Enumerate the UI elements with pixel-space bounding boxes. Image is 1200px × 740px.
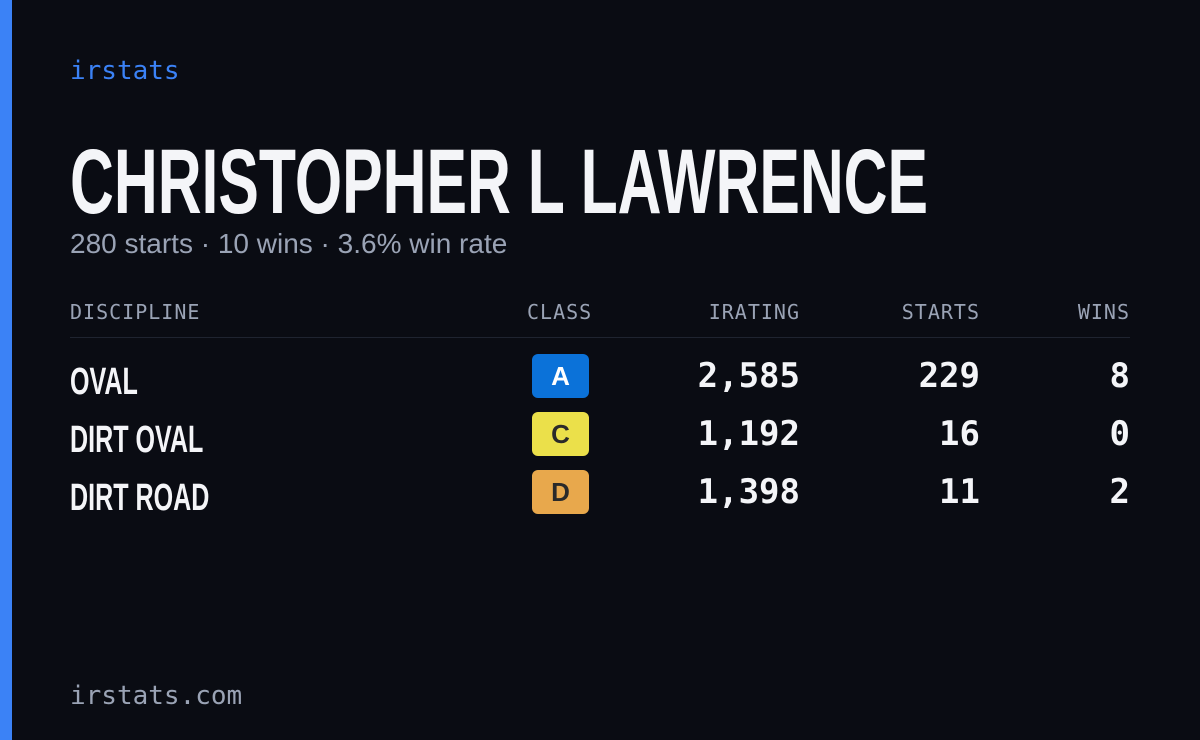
brand: irstats	[70, 56, 180, 86]
irating: 2,585	[697, 356, 800, 396]
wins: 8	[1109, 356, 1130, 396]
class-badge: D	[532, 470, 589, 514]
summary: 280 starts · 10 wins · 3.6% win rate	[70, 228, 508, 259]
irating: 1,398	[697, 472, 800, 512]
header: WINS	[1077, 300, 1130, 324]
discipline: DIRT ROAD	[70, 477, 210, 519]
header: DISCIPLINE	[70, 300, 201, 324]
class-badge: A	[532, 354, 589, 398]
discipline: DIRT OVAL	[70, 419, 204, 461]
player-name: CHRISTOPHER L LAWRENCE	[70, 131, 929, 233]
starts: 11	[939, 472, 980, 512]
wins: 0	[1109, 414, 1130, 454]
irating: 1,192	[697, 414, 800, 454]
header: CLASS	[527, 300, 593, 324]
discipline: OVAL	[70, 361, 138, 403]
wins: 2	[1109, 472, 1130, 512]
accent-bar	[0, 0, 12, 740]
starts: 229	[918, 356, 980, 396]
starts: 16	[939, 414, 980, 454]
footer: irstats.com	[70, 681, 243, 711]
class-badge: C	[532, 412, 589, 456]
header: IRATING	[708, 300, 800, 324]
divider	[70, 337, 1130, 338]
header: STARTS	[901, 300, 980, 324]
